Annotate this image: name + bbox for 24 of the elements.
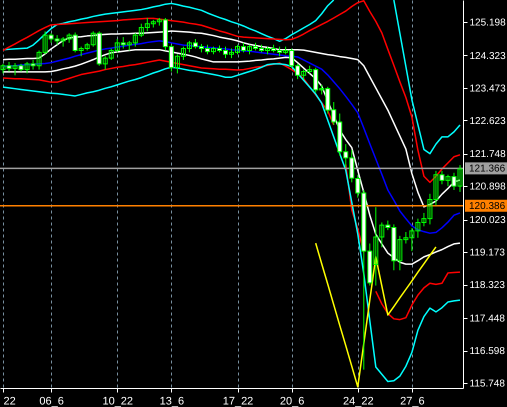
x-tick-label: 22	[4, 396, 16, 407]
x-tick-label: 13_6	[160, 396, 184, 407]
x-tick-label: 17_22	[222, 396, 254, 407]
y-tick-label: 120.023	[470, 215, 506, 226]
line-series	[2, 0, 461, 184]
x-tick-label: 20_6	[280, 396, 304, 407]
y-tick-label: 117.448	[470, 314, 506, 325]
line-series	[314, 242, 437, 388]
y-tick-label: 124.323	[470, 50, 506, 62]
x-tick-label: 24_22	[342, 396, 374, 407]
y-tick-label: 125.198	[470, 17, 506, 28]
y-tick-label: 123.473	[470, 83, 506, 94]
y-tick-label: 119.173	[470, 248, 506, 259]
x-tick-label: 06_6	[39, 396, 64, 407]
y-tick-label: 115.748	[470, 378, 506, 390]
ref-line-label: 120.386	[469, 200, 506, 212]
ref-line-label: 121.366	[469, 163, 506, 174]
y-tick-label: 120.898	[470, 182, 506, 193]
y-tick-label: 122.623	[470, 116, 506, 127]
y-tick-label: 118.323	[470, 280, 506, 292]
x-tick-label: 10_22	[102, 396, 134, 407]
x-tick-label: 27_6	[400, 396, 425, 407]
y-tick-label: 121.748	[470, 149, 506, 160]
y-tick-label: 116.598	[470, 346, 506, 358]
